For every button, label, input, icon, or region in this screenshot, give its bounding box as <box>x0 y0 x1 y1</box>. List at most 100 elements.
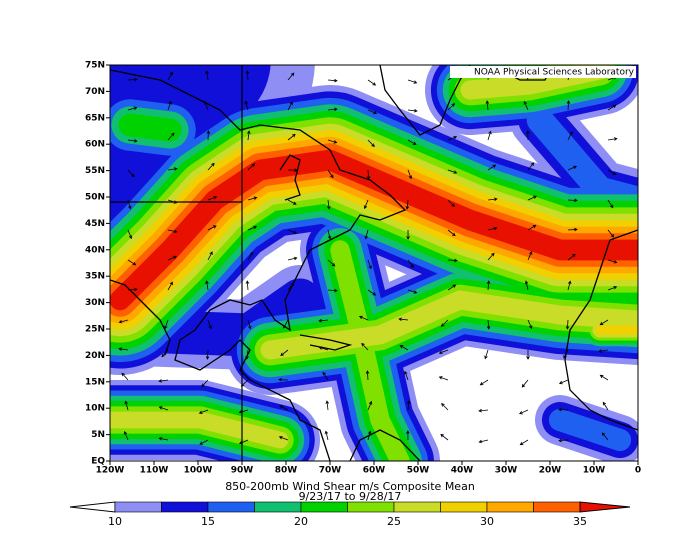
wind-arrow <box>607 259 618 264</box>
wind-arrow <box>607 286 618 291</box>
wind-arrow <box>407 169 412 180</box>
wind-arrow <box>558 379 569 385</box>
wind-arrow <box>447 103 456 111</box>
wind-arrow <box>247 163 256 171</box>
wind-arrow <box>404 370 409 381</box>
wind-arrow <box>521 379 529 388</box>
wind-arrow <box>365 370 370 381</box>
wind-arrow <box>487 164 497 171</box>
wind-arrow <box>127 287 138 292</box>
wind-arrow <box>127 259 137 266</box>
colorbar-tip-left <box>69 501 116 513</box>
wind-arrow <box>523 100 529 111</box>
lat-label: 15N <box>85 377 105 387</box>
wind-arrow <box>367 79 377 86</box>
wind-arrow <box>486 319 491 330</box>
shear-band <box>110 149 638 311</box>
wind-arrow <box>438 349 449 354</box>
wind-arrow <box>440 319 449 327</box>
wind-arrow <box>118 347 129 351</box>
colorbar-label: 25 <box>387 515 401 528</box>
wind-arrow <box>527 224 537 231</box>
wind-arrow <box>287 229 298 235</box>
wind-arrow <box>367 430 372 441</box>
lat-label: 5N <box>91 430 105 440</box>
colorbar-label: 30 <box>480 515 494 528</box>
lon-label: 50W <box>407 466 430 476</box>
lat-label: 75N <box>85 61 105 71</box>
wind-arrow <box>367 259 372 270</box>
axis-labels: 75N 70N 65N 60N 55N 50N 45N 40N 35N 30N 25N 20N 15N 1… <box>85 61 641 476</box>
wind-arrow <box>124 400 129 411</box>
wind-arrow <box>287 133 296 141</box>
colorbar: 10 15 20 25 30 35 <box>69 501 631 528</box>
wind-arrow <box>602 401 609 411</box>
wind-arrow <box>207 319 212 330</box>
wind-arrow <box>324 430 329 441</box>
wind-arrow <box>607 137 618 141</box>
wind-arrow <box>247 225 258 231</box>
colorbar-swatch <box>347 501 395 513</box>
wind-arrow <box>558 438 569 443</box>
wind-arrow <box>127 139 138 143</box>
lon-label: 0 <box>635 466 641 476</box>
wind-arrow <box>407 259 414 268</box>
wind-arrow <box>240 379 249 387</box>
wind-arrow <box>487 197 498 202</box>
lon-label: 20W <box>539 466 562 476</box>
lon-label: 60W <box>363 466 386 476</box>
colorbar-swatch <box>114 501 162 513</box>
wind-arrow <box>367 400 373 411</box>
wind-arrow <box>207 196 218 201</box>
colorbar-swatch <box>533 501 581 513</box>
lon-label: 10W <box>583 466 606 476</box>
wind-arrow <box>247 130 251 141</box>
wind-arrow <box>199 439 209 445</box>
wind-arrow <box>280 349 289 357</box>
wind-arrow <box>327 229 332 240</box>
wind-arrow <box>167 132 175 141</box>
wind-arrow <box>519 439 529 446</box>
wind-arrow <box>205 280 209 291</box>
wind-arrow <box>599 319 609 326</box>
lon-label: 110W <box>140 466 169 476</box>
wind-arrow <box>247 251 254 261</box>
wind-arrow <box>121 372 129 381</box>
lon-label: 30W <box>495 466 518 476</box>
wind-arrow <box>158 406 169 411</box>
shear-band <box>548 408 632 452</box>
wind-arrow <box>567 253 576 261</box>
wind-arrow <box>198 409 209 414</box>
wind-arrow <box>245 280 250 291</box>
wind-arrow <box>327 169 334 179</box>
wind-arrow <box>167 255 178 261</box>
wind-arrow <box>245 349 249 360</box>
wind-arrow <box>283 319 289 329</box>
wind-arrow <box>167 281 173 291</box>
wind-arrow <box>367 109 378 115</box>
wind-arrow <box>287 282 295 291</box>
wind-arrow <box>527 319 533 330</box>
wind-arrow <box>567 280 572 291</box>
wind-vectors <box>118 70 618 446</box>
wind-arrow <box>447 229 456 237</box>
wind-arrow <box>206 130 211 141</box>
wind-arrow <box>245 70 250 81</box>
wind-arrow <box>479 379 489 386</box>
wind-arrow <box>358 315 369 321</box>
colorbar-swatch <box>486 501 534 513</box>
wind-arrow <box>567 165 578 171</box>
lat-label: 40N <box>85 245 105 255</box>
wind-arrow <box>406 430 410 441</box>
shear-band <box>118 113 182 142</box>
wind-arrow <box>487 130 492 141</box>
colorbar-label: 20 <box>294 515 308 528</box>
wind-arrow <box>327 107 338 112</box>
wind-arrow <box>287 72 295 81</box>
colorbar-swatch <box>300 501 348 513</box>
wind-arrow <box>487 226 498 231</box>
wind-arrow <box>287 168 298 172</box>
lat-label: 65N <box>85 113 105 123</box>
wind-arrow <box>567 198 578 203</box>
wind-arrow <box>485 100 490 111</box>
